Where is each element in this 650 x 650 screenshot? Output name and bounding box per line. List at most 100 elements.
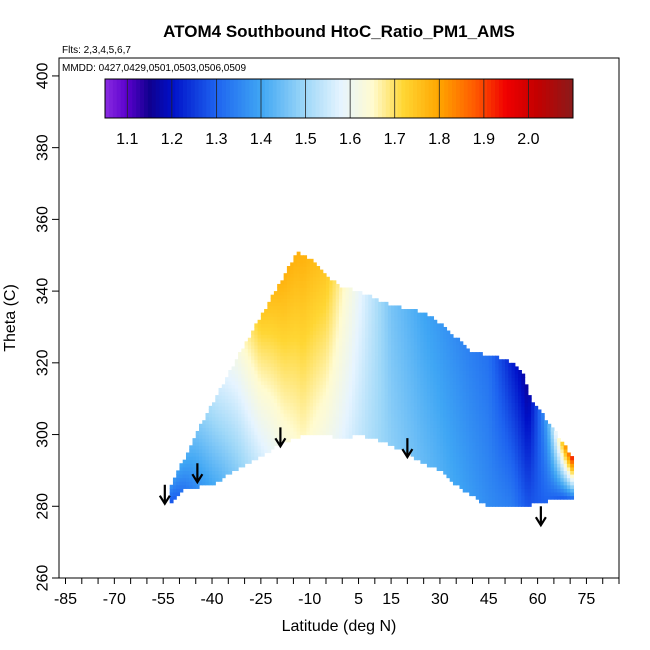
heatmap-cell	[397, 319, 402, 324]
x-tick-label: 60	[529, 591, 547, 608]
heatmap-cell	[514, 391, 519, 396]
heatmap-cell	[430, 341, 435, 346]
heatmap-cell	[501, 395, 506, 400]
heatmap-cell	[355, 377, 360, 382]
heatmap-cell	[413, 430, 418, 436]
heatmap-cell	[400, 330, 405, 335]
heatmap-cell	[459, 445, 464, 450]
heatmap-cell	[342, 316, 347, 321]
colorbar-swatch	[249, 79, 254, 118]
heatmap-cell	[234, 463, 239, 468]
heatmap-cell	[514, 438, 519, 443]
heatmap-cell	[309, 301, 314, 307]
heatmap-cell	[492, 359, 496, 364]
heatmap-cell	[332, 384, 337, 389]
heatmap-cell	[202, 427, 207, 432]
heatmap-cell	[521, 502, 526, 507]
heatmap-cell	[498, 427, 503, 432]
heatmap-cell	[361, 416, 366, 421]
heatmap-cell	[335, 373, 340, 378]
heatmap-cell	[368, 423, 373, 428]
heatmap-cell	[537, 413, 542, 418]
heatmap-cell	[303, 334, 308, 339]
heatmap-cell	[508, 445, 513, 450]
heatmap-cell	[472, 416, 477, 421]
heatmap-cell	[381, 362, 386, 368]
heatmap-cell	[277, 298, 281, 303]
heatmap-cell	[391, 348, 395, 353]
heatmap-cell	[273, 309, 278, 314]
heatmap-cell	[426, 402, 431, 407]
heatmap-cell	[397, 316, 402, 321]
heatmap-cell	[257, 434, 262, 439]
heatmap-cell	[560, 466, 565, 472]
heatmap-cell	[228, 448, 233, 454]
heatmap-cell	[290, 276, 295, 281]
heatmap-cell	[225, 470, 229, 475]
heatmap-cell	[293, 276, 298, 281]
heatmap-cell	[488, 438, 493, 443]
heatmap-cell	[469, 434, 474, 439]
heatmap-cell	[332, 359, 337, 364]
heatmap-cell	[218, 459, 223, 464]
heatmap-cell	[462, 470, 467, 475]
heatmap-cell	[361, 380, 366, 385]
heatmap-cell	[472, 359, 477, 364]
heatmap-cell	[495, 362, 500, 368]
heatmap-cell	[332, 298, 337, 303]
heatmap-cell	[410, 380, 415, 385]
heatmap-cell	[280, 309, 285, 314]
heatmap-cell	[371, 344, 376, 350]
heatmap-cell	[475, 423, 480, 428]
heatmap-cell	[436, 420, 441, 425]
heatmap-cell	[436, 341, 441, 346]
x-tick-label: -40	[200, 591, 223, 608]
heatmap-cell	[270, 430, 275, 436]
heatmap-cell	[296, 416, 301, 421]
heatmap-cell	[485, 380, 490, 385]
heatmap-cell	[439, 377, 444, 382]
heatmap-cell	[312, 416, 317, 421]
heatmap-cell	[446, 344, 451, 350]
heatmap-cell	[355, 427, 360, 432]
heatmap-cell	[531, 423, 535, 428]
heatmap-cell	[358, 387, 363, 393]
heatmap-cell	[329, 341, 334, 346]
heatmap-cell	[439, 459, 444, 464]
heatmap-cell	[270, 355, 275, 360]
heatmap-cell	[290, 312, 295, 317]
heatmap-cell	[426, 323, 431, 328]
heatmap-cell	[518, 484, 522, 489]
heatmap-cell	[348, 309, 353, 314]
heatmap-cell	[234, 395, 239, 400]
heatmap-cell	[283, 309, 288, 314]
heatmap-cell	[221, 470, 226, 475]
heatmap-cell	[472, 477, 477, 482]
heatmap-cell	[225, 430, 229, 436]
heatmap-cell	[225, 416, 229, 421]
heatmap-cell	[501, 391, 506, 396]
heatmap-cell	[443, 430, 448, 436]
heatmap-cell	[544, 441, 548, 446]
heatmap-cell	[339, 301, 343, 307]
heatmap-cell	[215, 427, 220, 432]
heatmap-cell	[381, 398, 386, 403]
heatmap-cell	[293, 326, 298, 332]
heatmap-cell	[482, 474, 487, 479]
heatmap-cell	[439, 420, 444, 425]
heatmap-cell	[430, 373, 435, 378]
heatmap-cell	[394, 330, 399, 335]
heatmap-cell	[257, 416, 262, 421]
heatmap-cell	[456, 423, 461, 428]
heatmap-cell	[374, 359, 379, 364]
heatmap-cell	[335, 413, 340, 418]
heatmap-cell	[381, 337, 386, 342]
heatmap-cell	[254, 362, 259, 368]
heatmap-cell	[348, 326, 353, 332]
heatmap-cell	[524, 499, 529, 504]
heatmap-cell	[296, 291, 301, 296]
heatmap-cell	[225, 448, 229, 454]
heatmap-cell	[479, 448, 483, 454]
heatmap-cell	[381, 434, 386, 439]
heatmap-cell	[215, 463, 220, 468]
